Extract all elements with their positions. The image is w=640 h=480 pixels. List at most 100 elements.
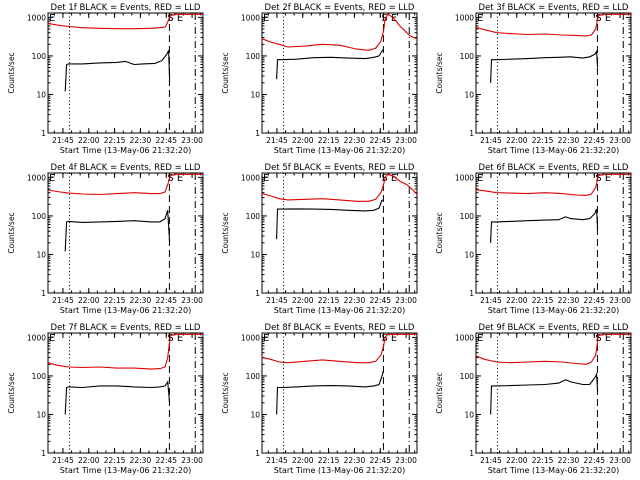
x-tick-label: 22:45 [369,456,391,465]
y-tick-label: 1000 [241,333,260,342]
y-tick-label: 10 [36,250,46,259]
x-tick-label: 22:30 [130,456,152,465]
flag-label-left: E [263,13,269,24]
y-axis-label: Counts/sec [221,52,230,93]
panel-title: Det 8f BLACK = Events, RED = LLD [265,323,415,333]
plot-frame [261,12,418,134]
x-tick-label: 22:00 [292,296,314,305]
flag-label-right: S E [381,173,397,184]
x-axis-label: Start Time (13-May-06 21:32:20) [274,466,405,475]
plot-frame [475,172,632,294]
y-tick-label: 1 [469,449,474,458]
flag-label-left: E [49,333,55,344]
x-tick-label: 22:15 [318,456,340,465]
panel-title: Det 6f BLACK = Events, RED = LLD [479,163,629,173]
flag-label-right: S E [595,173,611,184]
series-line-lld [475,333,631,365]
y-tick-label: 1 [255,129,260,138]
flag-label-left: E [477,173,483,184]
y-tick-label: 1000 [455,333,474,342]
x-tick-label: 22:30 [344,296,366,305]
y-tick-label: 100 [246,52,261,61]
series-line-lld [261,333,417,364]
x-tick-label: 22:15 [318,136,340,145]
x-tick-label: 21:45 [266,456,288,465]
y-tick-label: 100 [32,212,47,221]
x-tick-label: 23:00 [181,136,203,145]
flag-label-right: S E [595,333,611,344]
flag-label-right: S E [595,13,611,24]
series-line-lld [47,333,203,370]
x-tick-label: 22:30 [344,456,366,465]
series-line-events [276,199,384,240]
x-axis-label: Start Time (13-May-06 21:32:20) [274,146,405,155]
y-tick-label: 1 [41,449,46,458]
x-axis-label: Start Time (13-May-06 21:32:20) [488,306,619,315]
y-tick-label: 10 [36,90,46,99]
y-tick-label: 10 [464,410,474,419]
x-tick-label: 21:45 [266,136,288,145]
y-tick-label: 1000 [27,173,46,182]
y-tick-label: 100 [246,372,261,381]
series-line-events [276,48,385,80]
x-tick-label: 23:00 [609,456,631,465]
x-tick-label: 22:00 [78,456,100,465]
series-line-events [64,210,171,252]
x-tick-label: 22:15 [104,136,126,145]
x-tick-label: 21:45 [52,456,74,465]
panel-det-5: Det 5f BLACK = Events, RED = LLD 1 10 100 10… [221,163,418,315]
x-tick-label: 22:00 [506,136,528,145]
panel-title: Det 4f BLACK = Events, RED = LLD [51,163,201,173]
panel-det-7: Det 7f BLACK = Events, RED = LLD 1 10 100 10… [7,323,204,475]
y-tick-label: 10 [250,410,260,419]
y-tick-label: 1000 [241,13,260,22]
y-axis-label: Counts/sec [7,52,16,93]
flag-label-right: S E [167,13,183,24]
x-axis-label: Start Time (13-May-06 21:32:20) [60,146,191,155]
x-tick-label: 23:00 [181,456,203,465]
flag-label-right: S E [381,13,397,24]
panel-title: Det 9f BLACK = Events, RED = LLD [479,323,629,333]
x-tick-label: 21:45 [52,136,74,145]
x-tick-label: 23:00 [609,296,631,305]
x-tick-label: 22:00 [292,456,314,465]
series-line-events [64,50,171,92]
panel-det-8: Det 8f BLACK = Events, RED = LLD 1 10 100 10… [221,323,418,475]
x-tick-label: 22:45 [155,136,177,145]
plot-frame [47,172,204,294]
x-tick-label: 22:45 [583,296,605,305]
y-tick-label: 1 [469,289,474,298]
plot-frame [261,332,418,454]
series-line-lld [475,173,631,196]
x-tick-label: 22:00 [292,136,314,145]
panel-det-6: Det 6f BLACK = Events, RED = LLD 1 10 100 10… [435,163,632,315]
series-line-lld [261,13,418,51]
y-tick-label: 10 [250,250,260,259]
x-tick-label: 23:00 [395,136,417,145]
y-tick-label: 100 [32,372,47,381]
panel-det-4: Det 4f BLACK = Events, RED = LLD 1 10 100 10… [7,163,204,315]
y-tick-label: 100 [460,52,475,61]
x-tick-label: 23:00 [181,296,203,305]
flag-label-left: E [477,13,483,24]
x-axis-label: Start Time (13-May-06 21:32:20) [274,306,405,315]
y-tick-label: 1000 [241,173,260,182]
x-tick-label: 23:00 [395,296,417,305]
y-axis-label: Counts/sec [435,372,444,413]
y-tick-label: 1000 [455,173,474,182]
panel-det-3: Det 3f BLACK = Events, RED = LLD 1 10 100 10… [435,3,632,155]
panel-det-1: Det 1f BLACK = Events, RED = LLD 1 10 100 10… [7,3,204,155]
y-tick-label: 10 [36,410,46,419]
y-axis-label: Counts/sec [221,372,230,413]
x-tick-label: 22:30 [558,296,580,305]
flag-label-left: E [477,333,483,344]
y-axis-label: Counts/sec [221,212,230,253]
x-tick-label: 21:45 [480,456,502,465]
x-tick-label: 22:15 [532,296,554,305]
x-tick-label: 22:45 [583,136,605,145]
x-tick-label: 22:15 [532,136,554,145]
y-tick-label: 1000 [27,333,46,342]
y-tick-label: 1000 [27,13,46,22]
x-tick-label: 22:30 [130,296,152,305]
y-tick-label: 10 [464,90,474,99]
